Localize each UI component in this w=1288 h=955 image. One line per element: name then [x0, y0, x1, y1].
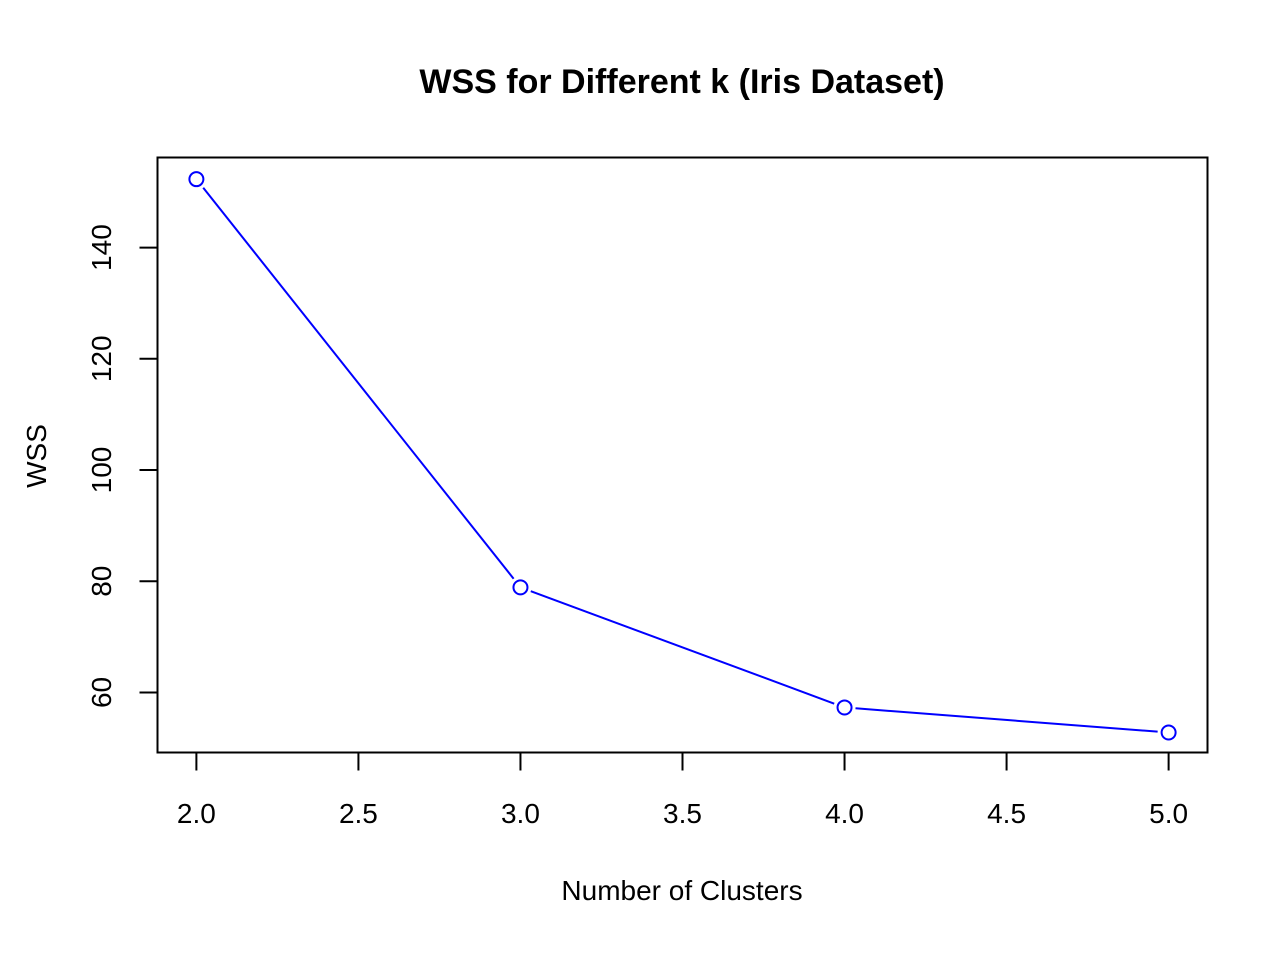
x-tick-label: 2.5: [339, 798, 378, 829]
series-line-segment: [202, 187, 515, 580]
y-tick-label: 120: [86, 335, 117, 382]
y-tick-label: 140: [86, 224, 117, 271]
plot-frame: [156, 156, 1209, 754]
data-point: [836, 699, 853, 716]
data-point: [512, 579, 529, 596]
x-axis: 2.0 2.5 3.0 3.5 4.0 4.5 5.0: [177, 751, 1188, 829]
series-layer: [188, 171, 1177, 741]
y-axis: 60 80 100 120 140: [86, 224, 159, 708]
y-axis-label: WSS: [21, 424, 52, 488]
y-tick-label: 100: [86, 447, 117, 494]
x-tick-label: 5.0: [1149, 798, 1188, 829]
data-point: [1160, 724, 1177, 741]
data-point: [188, 171, 205, 188]
x-tick-label: 4.5: [987, 798, 1026, 829]
x-tick-label: 3.0: [501, 798, 540, 829]
series-line-segment: [855, 707, 1158, 733]
x-axis-label: Number of Clusters: [561, 875, 802, 906]
x-tick-label: 2.0: [177, 798, 216, 829]
x-tick-label: 3.5: [663, 798, 702, 829]
y-tick-label: 60: [86, 677, 117, 708]
chart-title: WSS for Different k (Iris Dataset): [419, 63, 944, 101]
series-line-segment: [530, 590, 835, 705]
x-tick-label: 4.0: [825, 798, 864, 829]
y-tick-label: 80: [86, 566, 117, 597]
